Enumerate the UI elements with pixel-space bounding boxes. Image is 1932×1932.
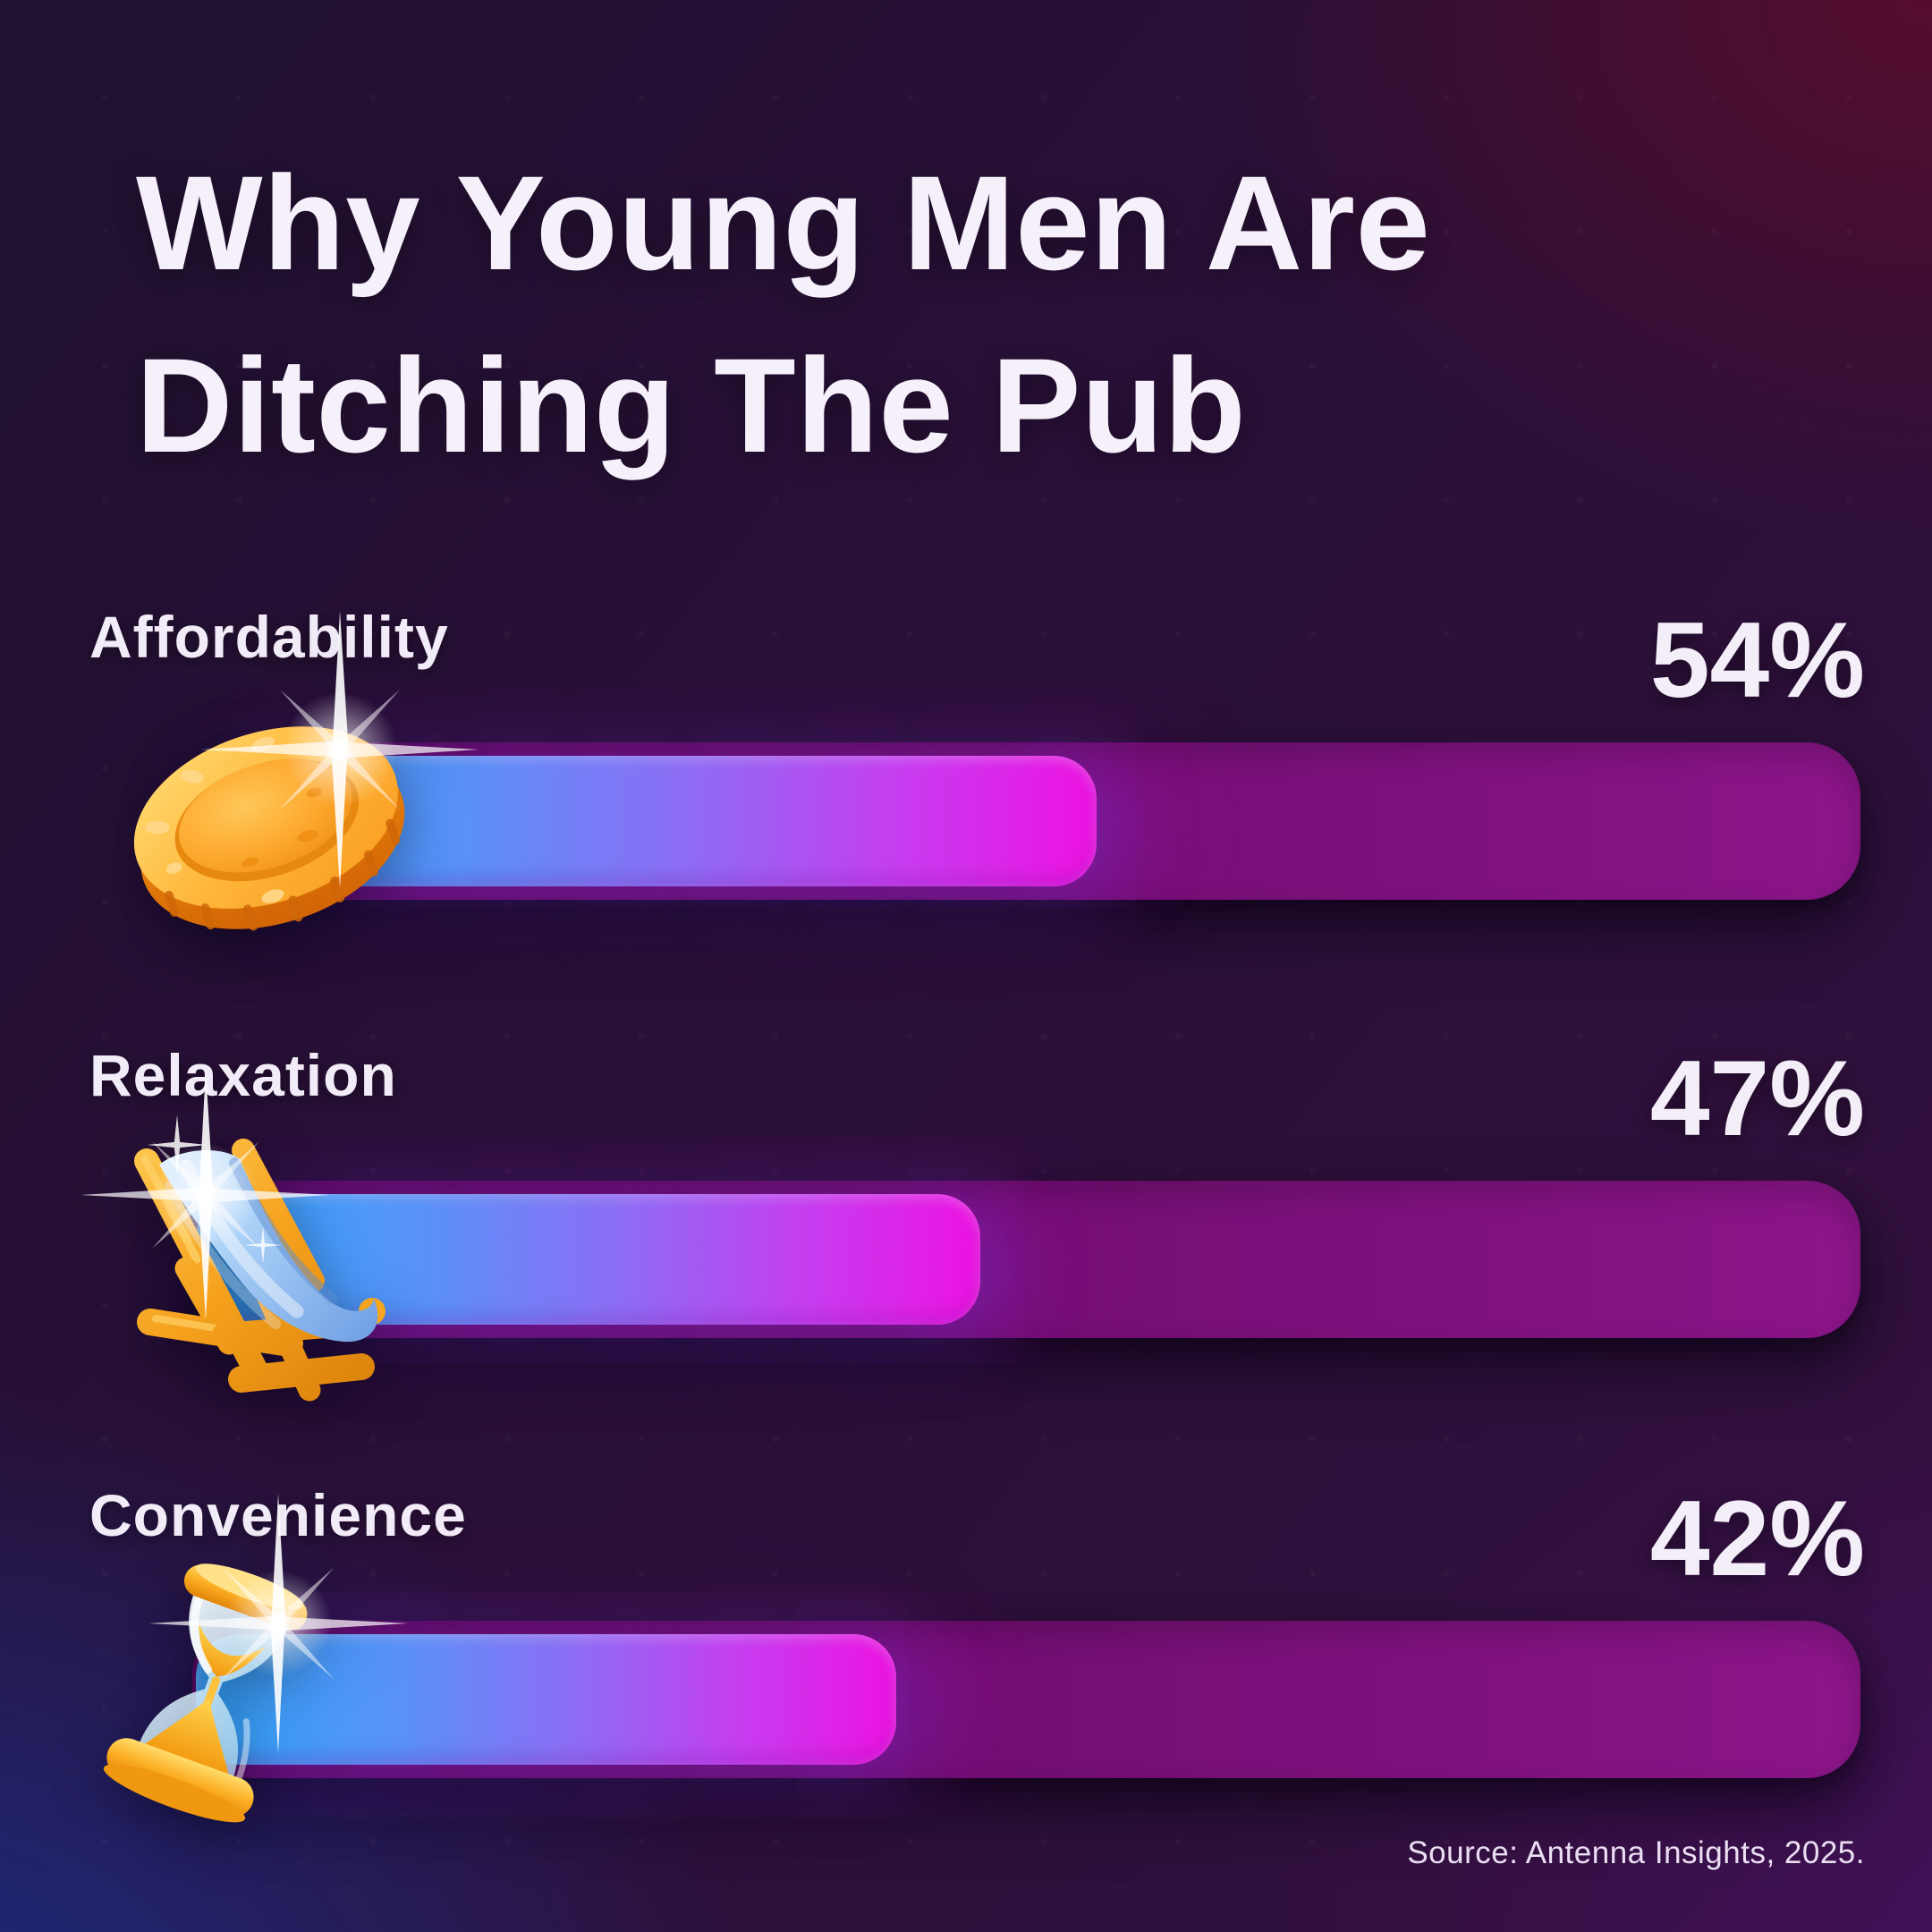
bar-track: [192, 1621, 1860, 1778]
bar-value: 42%: [1649, 1479, 1865, 1598]
bar-label: Convenience: [89, 1482, 467, 1548]
bar-track: [192, 1181, 1860, 1338]
bar-fill: [196, 756, 1097, 886]
source-attribution: Source: Antenna Insights, 2025.: [1407, 1835, 1865, 1870]
bar-row-affordability: Affordability 54%: [89, 604, 1865, 1009]
bar-row-convenience: Convenience 42%: [89, 1482, 1865, 1887]
title-line-2: Ditching The Pub: [136, 330, 1247, 480]
bar-row-relaxation: Relaxation 47%: [80, 1042, 1865, 1447]
bar-value: 54%: [1649, 600, 1865, 720]
bar-value: 47%: [1649, 1038, 1865, 1158]
bar-track: [192, 742, 1860, 900]
bar-fill: [196, 1634, 897, 1765]
bar-label: Relaxation: [89, 1042, 397, 1108]
title-line-1: Why Young Men Are: [136, 148, 1431, 298]
bar-label: Affordability: [89, 604, 449, 670]
bar-fill: [196, 1194, 980, 1325]
page-title: Why Young Men Are Ditching The Pub: [136, 131, 1430, 496]
